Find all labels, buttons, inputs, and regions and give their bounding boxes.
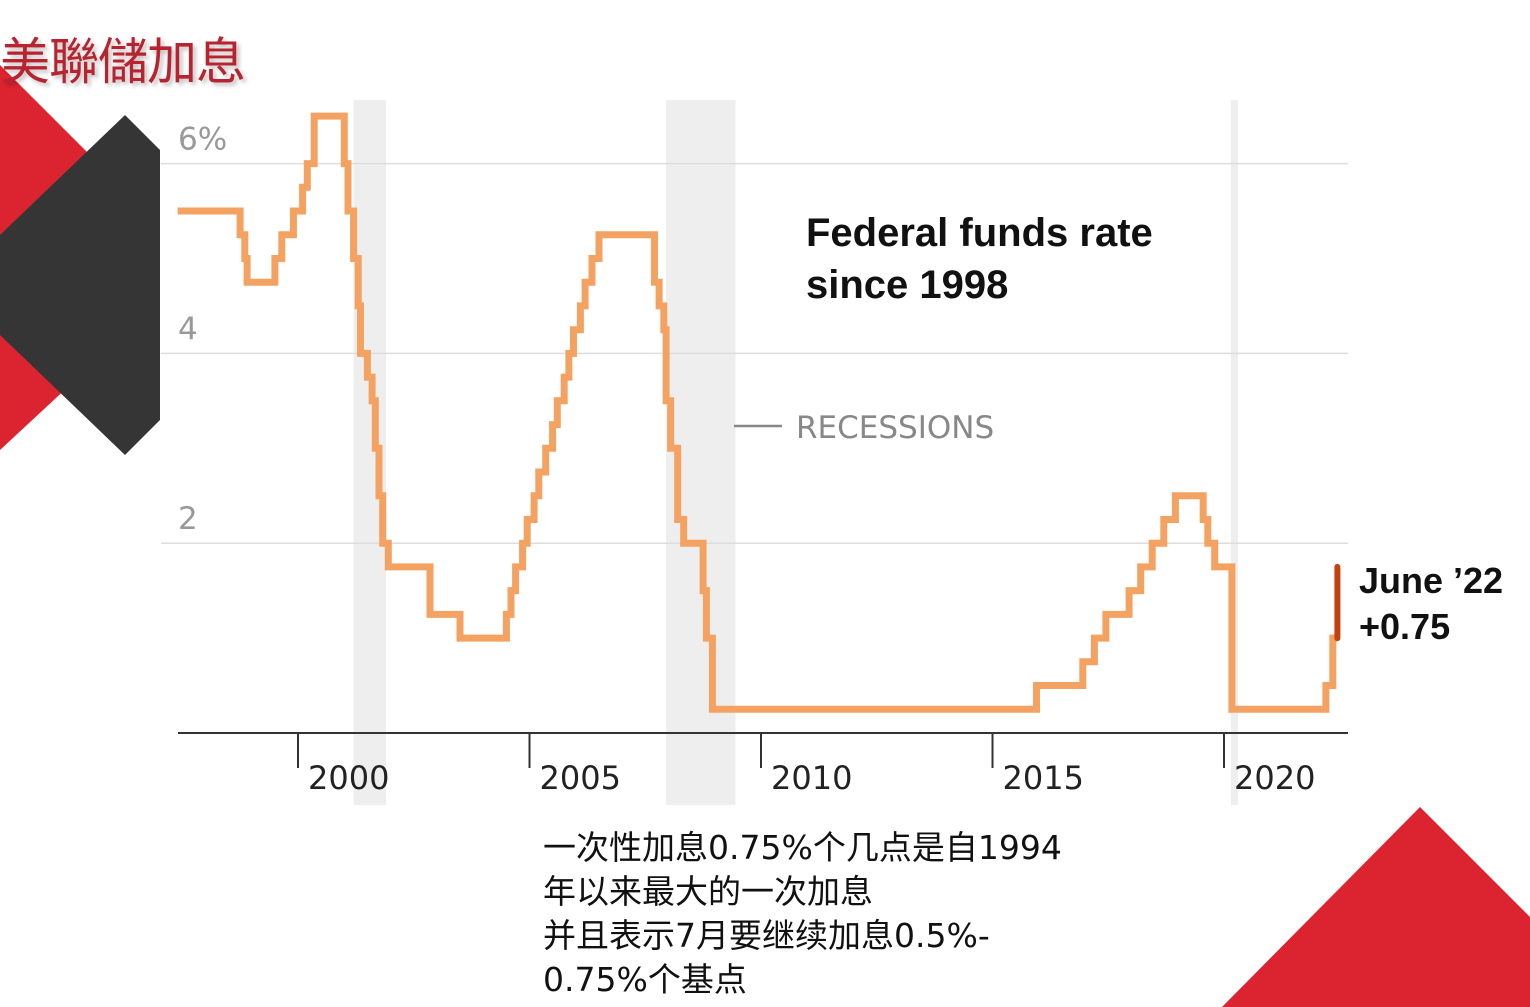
dark-diamond-left	[0, 115, 160, 455]
y-tick-label: 4	[178, 311, 198, 347]
x-axis-ticks: 2000 2005 2010 2015 2020	[297, 733, 1315, 797]
caption-line: 0.75%个基点	[543, 960, 747, 999]
y-tick-label: 2	[178, 501, 198, 537]
y-axis-labels: 6% 4 2	[178, 122, 227, 538]
fed-funds-rate-line	[177, 112, 1338, 713]
chart-plot-background	[161, 100, 1530, 805]
x-tick-label: 2000	[308, 759, 389, 797]
callout-june-22: June ’22	[1359, 560, 1503, 601]
slide-title: 美聯儲加息	[0, 33, 246, 91]
x-tick-label: 2020	[1234, 759, 1315, 797]
caption-line: 年以来最大的一次加息	[543, 872, 873, 911]
red-triangle-mid-left	[0, 320, 70, 450]
caption-line: 一次性加息0.75%个几点是自1994	[543, 828, 1062, 867]
red-triangle-bottom-right	[1222, 807, 1530, 1007]
x-tick-label: 2010	[771, 759, 852, 797]
chart-title-line-2: since 1998	[806, 263, 1008, 307]
x-tick-label: 2005	[540, 759, 621, 797]
recessions-legend-label: RECESSIONS	[796, 410, 994, 446]
caption-text: 一次性加息0.75%个几点是自1994 年以来最大的一次加息 并且表示7月要继续…	[543, 826, 1143, 1002]
y-tick-label: 6%	[178, 122, 227, 158]
x-tick-label: 2015	[1003, 759, 1084, 797]
recession-band	[1230, 100, 1238, 805]
callout-plus-075: +0.75	[1359, 606, 1450, 647]
caption-line: 并且表示7月要继续加息0.5%-	[543, 916, 990, 955]
chart-title-line-1: Federal funds rate	[806, 211, 1153, 255]
series-lines	[177, 112, 1341, 713]
